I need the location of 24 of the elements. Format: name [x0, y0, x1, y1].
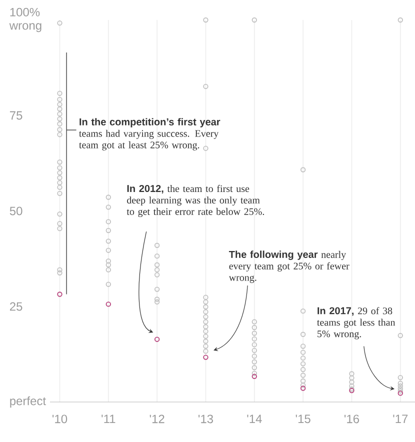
x-tick-label: '13 [198, 414, 214, 424]
point [154, 336, 160, 342]
annotation: The following year nearly every team got 25% or fewer wrong. [228, 250, 350, 283]
y-tick-label: 75 [10, 111, 22, 120]
point [106, 302, 111, 307]
x-tick-label: '16 [344, 414, 360, 424]
x-tick-label: '14 [247, 414, 262, 423]
point [57, 292, 62, 297]
y-tick-label: 100% wrong [9, 8, 42, 32]
y-tick-label: perfect [10, 396, 46, 408]
y-tick-label: 25 [10, 302, 22, 311]
point [398, 390, 403, 396]
x-tick-label: '15 [296, 414, 310, 424]
y-tick-label: 50 [10, 206, 22, 216]
x-tick-label: '12 [150, 414, 164, 424]
x-tick-label: '11 [102, 414, 116, 423]
x-tick-label: '17 [393, 414, 408, 423]
annotation: In 2017, 29 of 38 teams got less than 5% wrong. [317, 307, 396, 340]
point [203, 354, 208, 360]
annotation: In 2012, the team to first use deep learning was the only team to get their error rate below 25%. [126, 184, 264, 218]
x-tick-label: '10 [52, 414, 68, 424]
point [300, 386, 306, 391]
point [252, 374, 257, 380]
annotation: In the competition’s first year teams had varying success. Every team got at least 25% wrong. [79, 118, 220, 150]
